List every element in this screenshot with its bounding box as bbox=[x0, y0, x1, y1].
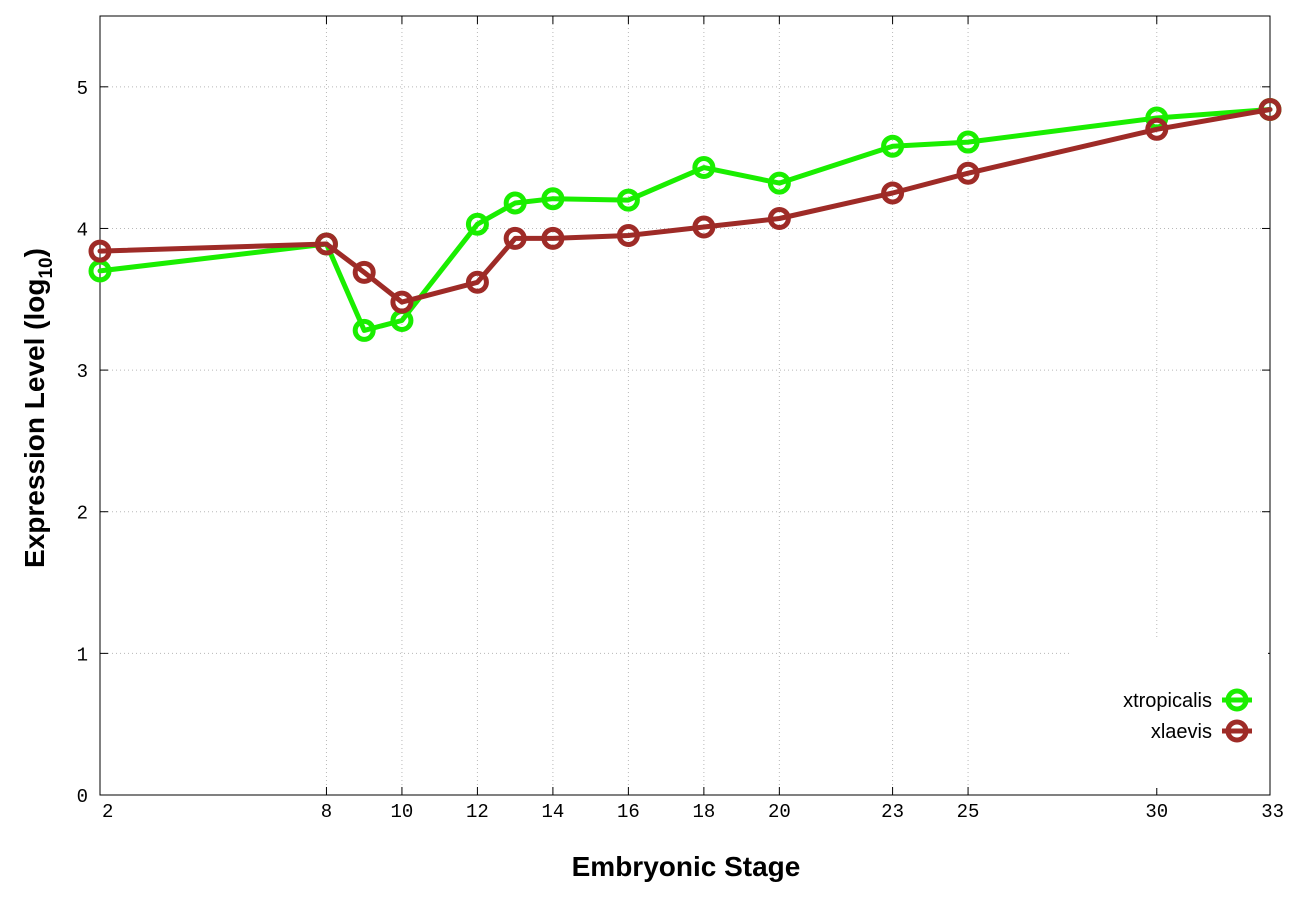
series-xlaevis bbox=[88, 97, 1282, 314]
x-tick-label: 2 bbox=[102, 801, 113, 823]
data-point-xtropicalis bbox=[881, 134, 905, 158]
x-tick-label: 25 bbox=[957, 801, 980, 823]
y-tick-label: 4 bbox=[77, 219, 88, 241]
legend: xtropicalis xlaevis bbox=[1072, 638, 1268, 788]
y-axis-title-main: Expression Level (log bbox=[19, 279, 50, 568]
data-point-xtropicalis bbox=[352, 318, 376, 342]
legend-label-xtropicalis: xtropicalis bbox=[1123, 690, 1212, 712]
y-tick-label: 2 bbox=[77, 503, 88, 525]
legend-label-xlaevis: xlaevis bbox=[1151, 721, 1212, 743]
data-point-xtropicalis bbox=[692, 156, 716, 180]
x-tick-label: 18 bbox=[692, 801, 715, 823]
axis-ticks bbox=[99, 16, 1271, 796]
data-point-xlaevis bbox=[465, 270, 489, 294]
x-tick-label: 16 bbox=[617, 801, 640, 823]
series-xtropicalis bbox=[88, 97, 1282, 342]
series-line-xlaevis bbox=[97, 107, 1273, 305]
series-group bbox=[88, 97, 1282, 342]
data-point-xlaevis bbox=[314, 232, 338, 256]
plot-frame bbox=[99, 15, 1271, 796]
data-point-xtropicalis bbox=[541, 187, 565, 211]
x-tick-label: 20 bbox=[768, 801, 791, 823]
data-point-xtropicalis bbox=[767, 171, 791, 195]
data-point-xlaevis bbox=[956, 161, 980, 185]
legend-marker-xtropicalis bbox=[1225, 688, 1249, 712]
x-tick-label: 10 bbox=[391, 801, 414, 823]
x-tick-label: 33 bbox=[1261, 801, 1284, 823]
x-tick-label: 30 bbox=[1145, 801, 1168, 823]
data-point-xlaevis bbox=[352, 260, 376, 284]
data-point-xlaevis bbox=[1258, 97, 1282, 121]
data-point-xlaevis bbox=[616, 224, 640, 248]
y-tick-labels: 0 1 2 3 4 5 bbox=[77, 78, 88, 808]
series-line-xtropicalis bbox=[97, 107, 1273, 333]
y-tick-label: 5 bbox=[77, 78, 88, 100]
data-point-xlaevis bbox=[390, 290, 414, 314]
x-tick-label: 8 bbox=[321, 801, 332, 823]
data-point-xlaevis bbox=[881, 181, 905, 205]
y-axis-title-suffix: ) bbox=[19, 248, 50, 257]
x-tick-label: 12 bbox=[466, 801, 489, 823]
legend-background bbox=[1072, 638, 1268, 788]
x-tick-labels: 2 8 10 12 14 16 18 20 23 25 30 33 bbox=[102, 801, 1284, 823]
y-axis-title-subscript: 10 bbox=[36, 257, 57, 278]
data-point-xlaevis bbox=[503, 226, 527, 250]
y-tick-label: 0 bbox=[77, 786, 88, 808]
data-point-xtropicalis bbox=[503, 191, 527, 215]
data-point-xlaevis bbox=[1145, 117, 1169, 141]
data-point-xtropicalis bbox=[465, 212, 489, 236]
data-point-xtropicalis bbox=[616, 188, 640, 212]
x-tick-label: 14 bbox=[541, 801, 564, 823]
y-tick-label: 1 bbox=[77, 644, 88, 666]
data-point-xlaevis bbox=[541, 226, 565, 250]
y-axis-title: Expression Level (log10) bbox=[19, 248, 57, 568]
legend-marker-xlaevis bbox=[1225, 719, 1249, 743]
x-axis-title: Embryonic Stage bbox=[572, 851, 801, 882]
data-point-xtropicalis bbox=[956, 130, 980, 154]
x-tick-label: 23 bbox=[881, 801, 904, 823]
y-tick-label: 3 bbox=[77, 361, 88, 383]
data-point-xlaevis bbox=[88, 239, 112, 263]
data-point-xlaevis bbox=[692, 215, 716, 239]
data-point-xlaevis bbox=[767, 207, 791, 231]
